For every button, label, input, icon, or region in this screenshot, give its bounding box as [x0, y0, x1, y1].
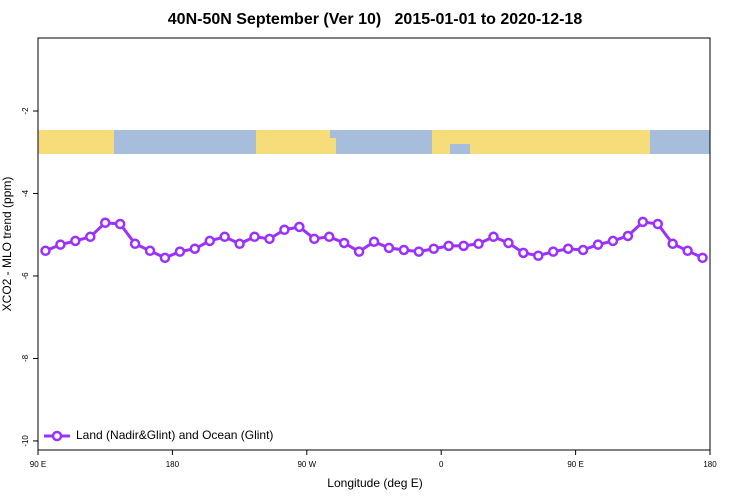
point: [562, 243, 574, 254]
point: [622, 230, 634, 242]
point: [413, 246, 425, 257]
point: [667, 238, 678, 250]
y-tick-label: -8: [21, 354, 30, 362]
point: [547, 246, 559, 257]
point: [99, 217, 111, 229]
plot-frame: [37, 37, 711, 451]
point: [697, 252, 708, 264]
point: [607, 235, 619, 247]
point: [383, 242, 395, 254]
point: [204, 235, 215, 247]
point: [144, 245, 156, 257]
map-strip: [38, 130, 710, 154]
point: [55, 239, 66, 250]
point: [488, 231, 499, 243]
point: [577, 244, 589, 256]
point: [309, 233, 320, 245]
point: [249, 231, 260, 243]
point: [189, 243, 201, 254]
x-tick-label: 180: [166, 460, 180, 469]
legend-label: Land (Nadir&Glint) and Ocean (Glint): [76, 428, 273, 442]
x-axis-label: Longitude (deg E): [327, 476, 422, 490]
x-tick-label: 90 E: [30, 460, 46, 469]
point: [219, 231, 230, 243]
point: [652, 218, 663, 230]
y-axis-label: XCO2 - MLO trend (ppm): [0, 177, 14, 312]
y-tick-label: -4: [21, 189, 30, 197]
point: [129, 238, 141, 250]
point: [159, 252, 171, 264]
chart-title: 40N-50N September (Ver 10) 2015-01-01 to…: [168, 11, 583, 28]
point: [174, 246, 186, 257]
point: [85, 231, 96, 243]
point: [398, 244, 410, 256]
point: [279, 224, 290, 236]
x-tick-label: 0: [439, 460, 444, 469]
y-tick-label: -10: [21, 435, 30, 447]
point: [503, 237, 514, 249]
point: [294, 221, 305, 233]
y-tick-label: -6: [21, 272, 30, 280]
x-tick-label: 90 E: [567, 460, 583, 469]
point: [637, 216, 649, 228]
y-tick-label: -2: [21, 107, 30, 115]
point: [518, 247, 529, 259]
point: [428, 243, 439, 254]
point: [323, 231, 335, 243]
x-tick-label: 90 W: [297, 460, 316, 469]
point: [338, 237, 350, 249]
point: [70, 235, 81, 247]
legend-marker: [51, 430, 63, 442]
point: [353, 246, 365, 257]
point: [473, 238, 484, 250]
point: [264, 233, 275, 245]
point: [114, 218, 126, 230]
point: [458, 240, 469, 252]
point: [40, 245, 51, 257]
point: [682, 245, 693, 257]
x-tick-label: 180: [703, 460, 717, 469]
point: [443, 240, 454, 252]
point: [368, 236, 380, 247]
point: [533, 250, 544, 262]
point: [592, 239, 604, 250]
point: [234, 238, 245, 250]
